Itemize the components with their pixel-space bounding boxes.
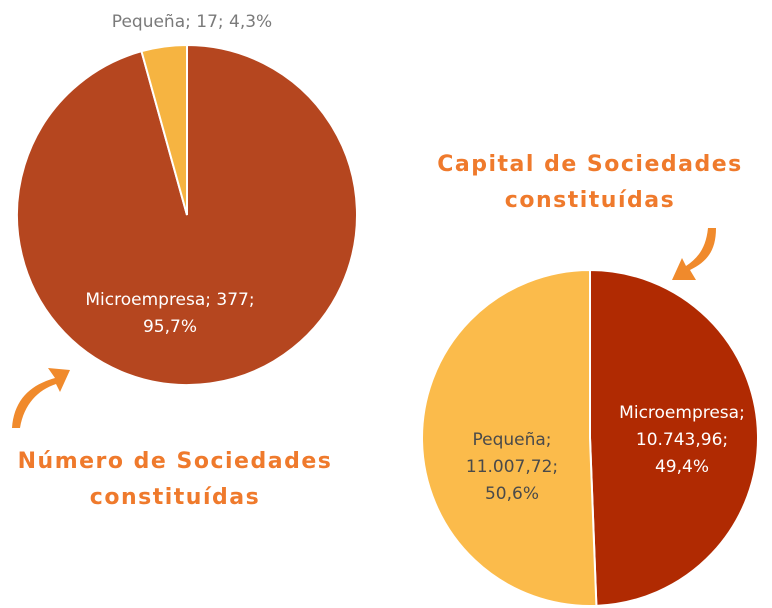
data-label: Pequeña; [472,430,551,450]
arrow [672,228,716,280]
data-label: Microempresa; 377; [85,290,254,310]
chart-title: Número de Sociedades constituídas [17,449,333,510]
data-label: 49,4% [655,457,709,477]
data-label: 95,7% [143,317,197,337]
pie-slice [140,43,188,216]
arrow [12,368,70,428]
data-label: Microempresa; [619,403,745,423]
data-label: Pequeña; 17; 4,3% [112,12,272,32]
data-label: 10.743,96; [636,430,728,450]
data-label: 11.007,72; [466,457,558,477]
pie-slice [421,268,598,607]
chart-title: Capital de Sociedades constituídas [437,152,743,213]
data-label: 50,6% [485,484,539,504]
pie-slice [589,268,759,607]
